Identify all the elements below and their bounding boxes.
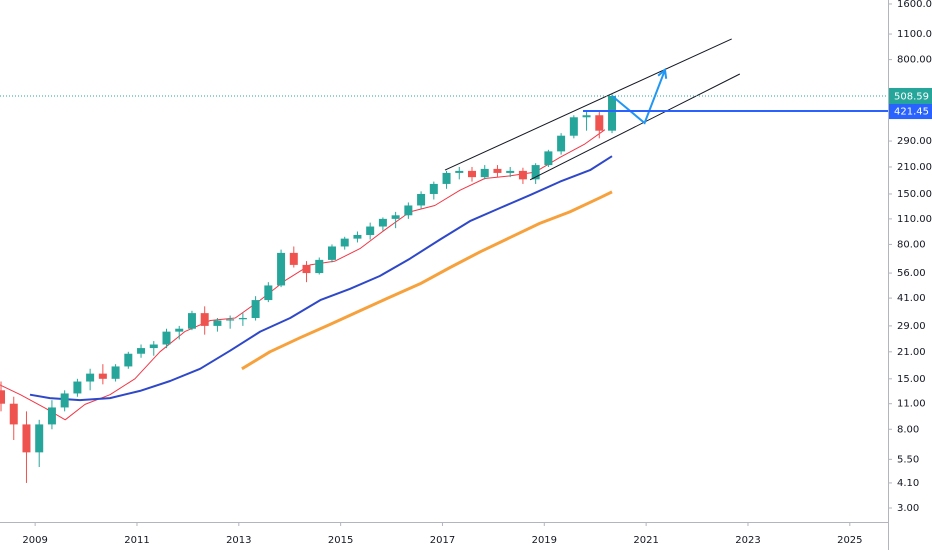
candle-body — [149, 344, 158, 349]
candle-body — [493, 168, 502, 173]
moving-average-line — [29, 155, 613, 402]
candle-body — [302, 264, 311, 274]
candle-body — [391, 215, 400, 219]
y-tick-label: 3.00 — [897, 503, 919, 514]
candle-body — [226, 319, 235, 321]
trendline — [611, 69, 666, 125]
candle-body — [480, 168, 489, 178]
x-tick-label: 2021 — [633, 535, 658, 546]
last-price-label: 508.59 — [894, 91, 929, 102]
x-tick-label: 2025 — [837, 535, 862, 546]
trendline — [444, 38, 732, 171]
candle-body — [378, 218, 387, 227]
candle-body — [137, 348, 146, 354]
moving-average-line — [241, 190, 613, 371]
plot-area — [0, 38, 888, 483]
candle-body — [73, 381, 82, 394]
y-tick-label: 1100.00 — [897, 29, 932, 40]
y-tick-label: 110.00 — [897, 214, 932, 225]
candle-body — [582, 115, 591, 118]
y-tick-label: 41.00 — [897, 293, 926, 304]
candle-body — [200, 313, 209, 326]
level-label-box — [889, 103, 932, 120]
y-tick-label: 29.00 — [897, 321, 926, 332]
x-tick-label: 2023 — [735, 535, 760, 546]
y-tick-label: 56.00 — [897, 268, 926, 279]
candle-body — [47, 407, 56, 425]
arrow-head — [657, 67, 668, 79]
y-tick-label: 150.00 — [897, 189, 932, 200]
y-tick-label: 80.00 — [897, 239, 926, 250]
candle-body — [404, 205, 413, 216]
candle-body — [22, 424, 31, 453]
candle-body — [595, 115, 604, 131]
candle-body — [289, 252, 298, 265]
y-tick-label: 210.00 — [897, 162, 932, 173]
candle-body — [417, 193, 426, 206]
candle-body — [60, 393, 69, 408]
candle-body — [468, 170, 477, 178]
x-tick-label: 2019 — [532, 535, 557, 546]
candle-body — [608, 95, 617, 131]
candle-body — [277, 252, 286, 286]
candle-body — [213, 320, 222, 326]
candle-body — [124, 353, 133, 367]
candle-body — [557, 135, 566, 152]
y-tick-label: 800.00 — [897, 55, 932, 66]
level-label: 421.45 — [894, 107, 929, 118]
candle-body — [531, 165, 540, 180]
x-tick-label: 2009 — [22, 535, 47, 546]
candle-body — [315, 259, 324, 274]
x-tick-label: 2011 — [124, 535, 149, 546]
candle-body — [251, 300, 260, 318]
y-tick-label: 290.00 — [897, 136, 932, 147]
trendline — [529, 73, 741, 181]
candle-body — [9, 403, 18, 425]
y-tick-label: 15.00 — [897, 374, 926, 385]
candle-body — [429, 183, 438, 194]
candle-body — [455, 170, 464, 173]
candle-body — [111, 366, 120, 379]
candle-body — [506, 170, 515, 173]
candle-body — [175, 328, 184, 332]
x-tick-label: 2015 — [328, 535, 353, 546]
candle-body — [353, 234, 362, 239]
y-tick-label: 8.00 — [897, 424, 919, 435]
candle-body — [327, 246, 336, 260]
candle-body — [442, 172, 451, 184]
y-tick-label: 21.00 — [897, 347, 926, 358]
candle-body — [35, 424, 44, 453]
candle-body — [518, 170, 527, 180]
candle-body — [238, 317, 247, 320]
candle-body — [187, 313, 196, 329]
y-tick-label: 5.50 — [897, 454, 919, 465]
y-tick-label: 1600.00 — [897, 0, 932, 10]
y-tick-label: 4.10 — [897, 478, 919, 489]
candle-body — [544, 151, 553, 166]
candle-body — [86, 373, 95, 382]
x-tick-label: 2013 — [226, 535, 251, 546]
candle-body — [98, 373, 107, 379]
candle-body — [264, 285, 273, 301]
y-tick-label: 11.00 — [897, 399, 926, 410]
candle-body — [569, 117, 578, 136]
candle-body — [162, 331, 171, 345]
candle-body — [340, 238, 349, 247]
candle-body — [366, 226, 375, 235]
candle-body — [0, 390, 6, 404]
moving-average-line — [0, 129, 606, 421]
x-tick-label: 2017 — [430, 535, 455, 546]
last-price-box — [889, 87, 932, 104]
